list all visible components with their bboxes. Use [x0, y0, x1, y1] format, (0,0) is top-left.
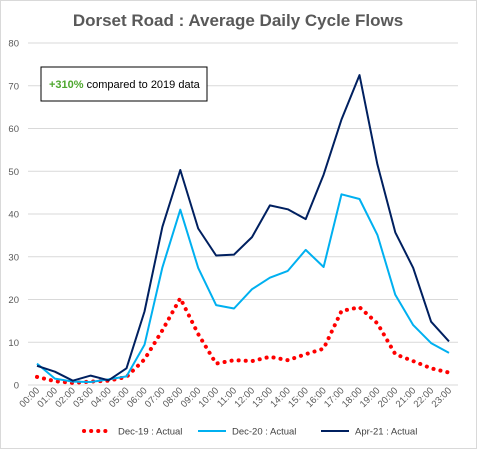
- legend-label-3: Apr-21 : Actual: [355, 427, 417, 438]
- annotation-box: +310% compared to 2019 data: [40, 66, 208, 102]
- legend-label-1: Dec-19 : Actual: [118, 427, 182, 438]
- x-tick-label: 23:00: [430, 385, 455, 410]
- annotation-caption: compared to 2019 data: [84, 79, 201, 91]
- y-tick-label: 30: [8, 252, 19, 263]
- y-tick-label: 10: [8, 338, 19, 349]
- series-line-2: [36, 193, 450, 383]
- y-tick-label: 60: [8, 124, 19, 135]
- annotation-percent: +310%: [49, 79, 84, 91]
- y-tick-label: 70: [8, 81, 19, 92]
- y-tick-label: 20: [8, 295, 19, 306]
- legend: Dec-19 : Actual Dec-20 : Actual Apr-21 : A…: [82, 427, 417, 438]
- y-tick-label: 0: [14, 381, 19, 392]
- chart-title: Dorset Road : Average Daily Cycle Flows: [73, 11, 403, 30]
- annotation-border: [40, 66, 208, 102]
- y-axis-ticks: 0 10 20 30 40 50 60 70 80: [8, 39, 19, 392]
- y-tick-label: 80: [8, 39, 19, 50]
- series-line-3: [36, 74, 450, 382]
- series-line-1: [35, 296, 451, 385]
- y-tick-label: 50: [8, 167, 19, 178]
- annotation-text: +310% compared to 2019 data: [49, 79, 201, 91]
- gridlines: [28, 42, 458, 386]
- x-axis-ticks: 00:0001:0002:0003:0004:0005:0006:0007:00…: [17, 385, 454, 410]
- x-tick-label: 10:00: [197, 385, 222, 410]
- series-lines: [35, 74, 451, 385]
- legend-label-2: Dec-20 : Actual: [232, 427, 296, 438]
- y-tick-label: 40: [8, 210, 19, 221]
